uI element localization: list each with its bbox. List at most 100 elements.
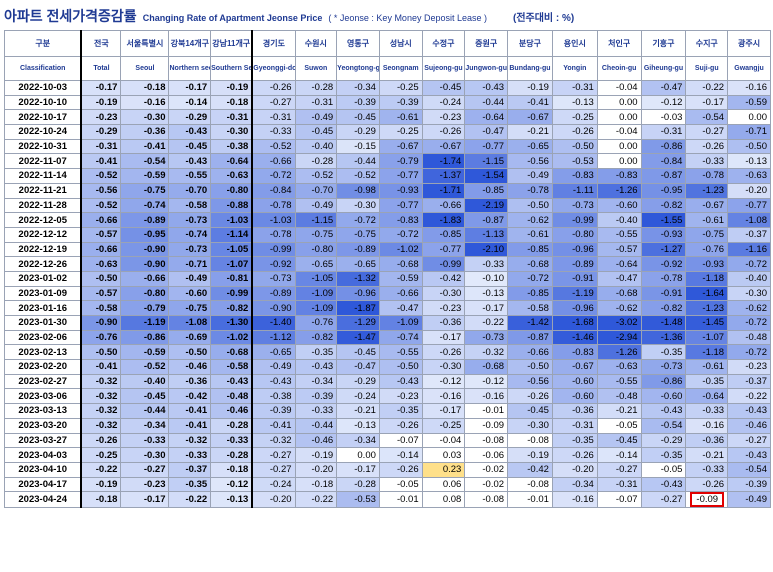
table-cell: -1.09 [378,315,423,331]
table-cell: -0.19 [210,80,254,96]
table-row: 2022-11-28 -0.52 -0.74 -0.58 -0.88 -0.78 -0.49… [4,197,771,214]
table-cell: -0.75 [336,226,380,243]
table-cell: -0.27 [685,124,729,140]
column-header-ko: 영통구 [336,30,380,57]
table-cell: -0.21 [507,124,553,140]
column-header-ko: 수지구 [685,30,729,57]
table-cell: -0.63 [210,168,254,184]
table-cell: -0.35 [640,447,687,463]
table-cell: -0.75 [168,300,212,316]
table-cell: -0.05 [640,461,687,478]
column-header-en: Total [80,56,122,81]
table-cell: -0.22 [727,388,771,405]
table-cell: -0.30 [507,417,553,434]
column-header-ko: 중원구 [464,30,509,57]
table-cell: -0.99 [251,241,296,258]
table-cell: -0.16 [551,491,598,509]
table-cell: 0.08 [421,491,466,509]
column-header-en: Seoul [120,56,170,81]
table-cell: -0.18 [294,476,338,493]
table-cell: -0.28 [294,80,338,96]
page-title: 아파트 전세가격증감률 [4,8,137,24]
table-cell: -1.71 [421,182,466,199]
table-cell: -0.14 [378,447,423,463]
table-cell: -0.32 [168,432,212,449]
table-cell: -0.36 [551,403,598,419]
column-header-ko: 전국 [80,30,122,57]
table-cell: -0.17 [336,461,380,478]
table-cell: -0.88 [210,197,254,214]
row-date: 2023-03-06 [4,388,83,405]
table-cell: -0.33 [685,461,729,478]
column-header-ko: 용인시 [551,30,598,57]
table-cell: -1.03 [210,212,254,228]
table-cell: -0.79 [120,300,170,316]
row-date: 2023-01-02 [4,270,83,287]
table-cell: -0.60 [551,373,598,390]
table-cell: -1.11 [551,182,598,199]
table-cell: -1.07 [685,329,729,346]
table-cell: -0.35 [294,344,338,361]
table-cell: -0.50 [727,138,771,155]
table-row: 2022-11-21 -0.56 -0.75 -0.70 -0.80 -0.84 -0.70… [4,182,771,199]
table-row: 2023-02-20 -0.41 -0.52 -0.46 -0.58 -0.49 -0.43… [4,359,771,375]
table-cell: -0.82 [640,197,687,214]
table-cell: -0.76 [685,241,729,258]
table-cell: -0.39 [378,94,423,111]
row-date: 2023-04-03 [4,447,83,463]
table-cell: -1.46 [551,329,598,346]
table-cell: -0.79 [378,153,423,170]
table-cell: -0.35 [168,476,212,493]
row-date: 2023-03-27 [4,432,83,449]
table-cell: -0.33 [294,403,338,419]
table-cell: -0.60 [551,388,598,405]
table-cell: -0.50 [168,344,212,361]
table-cell: -0.93 [685,256,729,272]
column-header-en: Yeongtong-gu [336,56,380,81]
table-cell: -0.31 [80,138,122,155]
table-cell: -0.64 [685,388,729,405]
table-cell: -0.73 [464,329,509,346]
table-cell: -0.96 [551,241,598,258]
row-date: 2022-10-31 [4,138,83,155]
table-cell: -1.19 [551,285,598,302]
table-cell: -0.28 [210,447,254,463]
table-cell: -1.02 [378,241,423,258]
table-cell: -0.17 [464,300,509,316]
table-cell: -0.55 [596,226,642,243]
table-cell: -1.40 [251,315,296,331]
row-date: 2023-02-20 [4,359,83,375]
table-cell: -0.72 [727,315,771,331]
table-cell: -0.22 [168,491,212,509]
table-cell: -0.39 [727,476,771,493]
table-cell: -1.08 [168,315,212,331]
table-cell: -0.49 [507,168,553,184]
table-cell: -0.46 [727,417,771,434]
table-cell: -0.45 [336,344,380,361]
table-cell: -0.77 [421,241,466,258]
table-cell: -0.75 [120,182,170,199]
table-cell: -0.66 [80,241,122,258]
table-cell: -0.35 [378,403,423,419]
table-cell: -0.47 [378,300,423,316]
table-cell: -0.91 [551,270,598,287]
column-header-ko: 구분 [4,30,83,57]
table-cell: -0.43 [378,373,423,390]
table-cell: -0.38 [210,138,254,155]
table-cell: -0.41 [507,94,553,111]
table-cell: -0.61 [685,212,729,228]
table-cell: -0.01 [378,491,423,509]
table-cell: -0.16 [464,388,509,405]
table-cell: -0.23 [421,109,466,126]
table-cell: -0.82 [640,300,687,316]
table-cell: -0.26 [80,432,122,449]
table-cell: -0.27 [251,94,296,111]
table-cell: -0.63 [727,168,771,184]
table-cell: -0.41 [168,403,212,419]
table-row: 2023-02-27 -0.32 -0.40 -0.36 -0.43 -0.43 -0.34… [4,373,771,390]
table-cell: -0.43 [464,80,509,96]
table-cell: 0.03 [421,447,466,463]
table-cell: -0.17 [120,491,170,509]
table-cell: -0.47 [596,270,642,287]
table-cell: -0.17 [421,329,466,346]
